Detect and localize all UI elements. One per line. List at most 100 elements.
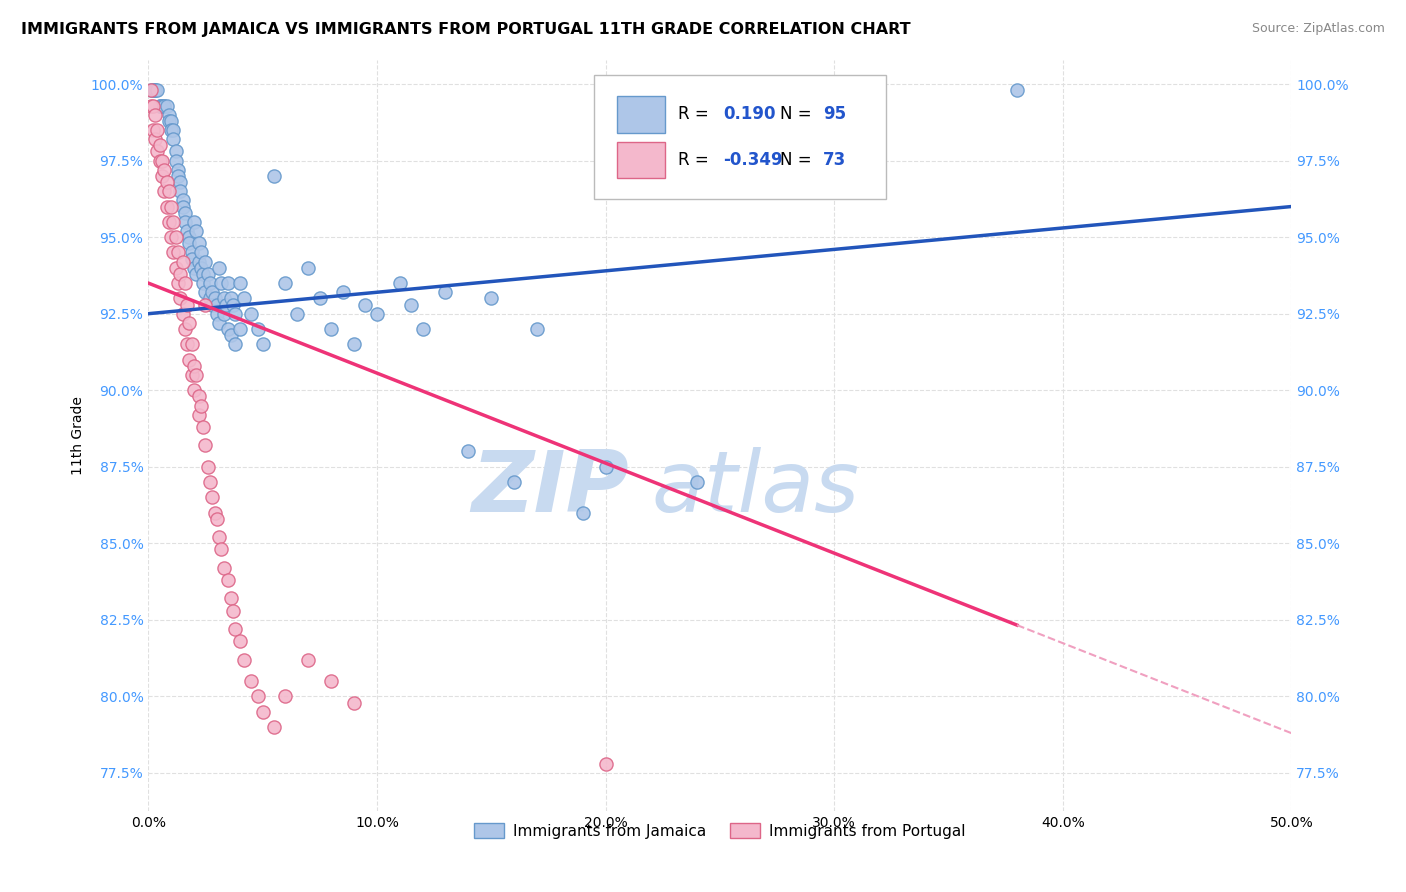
Point <box>162 123 184 137</box>
Point <box>186 224 208 238</box>
Point <box>165 230 187 244</box>
Point <box>208 530 231 544</box>
Point <box>155 98 177 112</box>
Point <box>176 224 198 238</box>
Point <box>354 297 377 311</box>
Point <box>366 307 388 321</box>
Point <box>229 276 252 290</box>
Point <box>187 408 209 422</box>
Point <box>332 285 354 300</box>
Point <box>201 285 224 300</box>
Point <box>190 245 212 260</box>
Point <box>143 108 166 122</box>
Point <box>150 153 173 168</box>
Point <box>595 756 617 771</box>
Point <box>150 169 173 183</box>
Point <box>167 169 190 183</box>
Text: R =: R = <box>678 105 709 123</box>
Point <box>205 512 228 526</box>
Point <box>157 113 180 128</box>
Point <box>224 307 246 321</box>
Point <box>157 184 180 198</box>
Point <box>149 98 172 112</box>
Point <box>165 145 187 159</box>
Point <box>219 328 242 343</box>
Point <box>217 322 239 336</box>
Point <box>142 83 165 97</box>
Point <box>149 153 172 168</box>
Point <box>274 276 297 290</box>
Point <box>142 98 165 112</box>
Point <box>146 83 169 97</box>
Point <box>263 169 285 183</box>
Text: -0.349: -0.349 <box>723 152 783 169</box>
Text: N =: N = <box>780 105 813 123</box>
Point <box>388 276 411 290</box>
Point <box>434 285 457 300</box>
Point <box>205 297 228 311</box>
Point <box>143 132 166 146</box>
Point <box>180 368 202 382</box>
Point <box>157 108 180 122</box>
Point <box>153 98 176 112</box>
Y-axis label: 11th Grade: 11th Grade <box>72 396 86 475</box>
Point <box>160 123 183 137</box>
Point <box>209 276 232 290</box>
Point <box>146 123 169 137</box>
Point <box>224 622 246 636</box>
Point <box>160 113 183 128</box>
Point <box>179 236 201 251</box>
Point <box>224 337 246 351</box>
Point <box>191 267 214 281</box>
Point <box>229 634 252 648</box>
Point <box>179 230 201 244</box>
Point <box>240 674 263 689</box>
Point <box>233 653 256 667</box>
Point <box>180 252 202 266</box>
Point <box>149 138 172 153</box>
Point <box>204 292 226 306</box>
Legend: Immigrants from Jamaica, Immigrants from Portugal: Immigrants from Jamaica, Immigrants from… <box>468 817 972 845</box>
Point <box>142 83 165 97</box>
Point <box>173 322 195 336</box>
Point <box>139 98 162 112</box>
Text: atlas: atlas <box>651 447 859 530</box>
Point <box>222 297 245 311</box>
Point <box>190 260 212 275</box>
Point <box>219 591 242 606</box>
Point <box>187 389 209 403</box>
Point <box>321 674 343 689</box>
Point <box>173 205 195 219</box>
Point <box>194 285 217 300</box>
Point <box>153 184 176 198</box>
Text: 95: 95 <box>823 105 846 123</box>
Point <box>204 506 226 520</box>
Point <box>571 506 593 520</box>
Point <box>183 260 205 275</box>
Point <box>215 297 238 311</box>
Point <box>285 307 308 321</box>
Point <box>479 292 502 306</box>
Bar <box>617 96 665 133</box>
Point <box>173 276 195 290</box>
Point <box>150 98 173 112</box>
Point <box>162 132 184 146</box>
Point <box>143 83 166 97</box>
Point <box>194 297 217 311</box>
Text: N =: N = <box>780 152 813 169</box>
Point <box>176 337 198 351</box>
Point <box>191 420 214 434</box>
Point <box>595 459 617 474</box>
Point <box>247 322 270 336</box>
Point <box>252 705 274 719</box>
Point <box>209 542 232 557</box>
Point <box>343 337 366 351</box>
Point <box>162 215 184 229</box>
Point <box>457 444 479 458</box>
Point <box>139 83 162 97</box>
Point <box>153 162 176 177</box>
Point <box>194 438 217 452</box>
Point <box>190 399 212 413</box>
Point <box>179 352 201 367</box>
Point <box>194 254 217 268</box>
